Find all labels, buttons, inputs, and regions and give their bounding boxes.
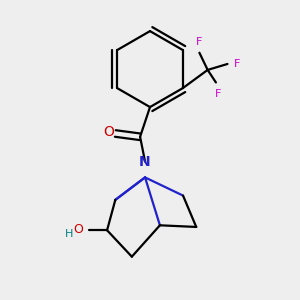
Text: O: O (103, 125, 114, 139)
Text: F: F (196, 37, 203, 47)
Text: O: O (73, 223, 83, 236)
Text: F: F (234, 59, 241, 69)
Text: H: H (65, 229, 73, 238)
Text: F: F (214, 89, 221, 99)
Text: N: N (139, 154, 151, 169)
